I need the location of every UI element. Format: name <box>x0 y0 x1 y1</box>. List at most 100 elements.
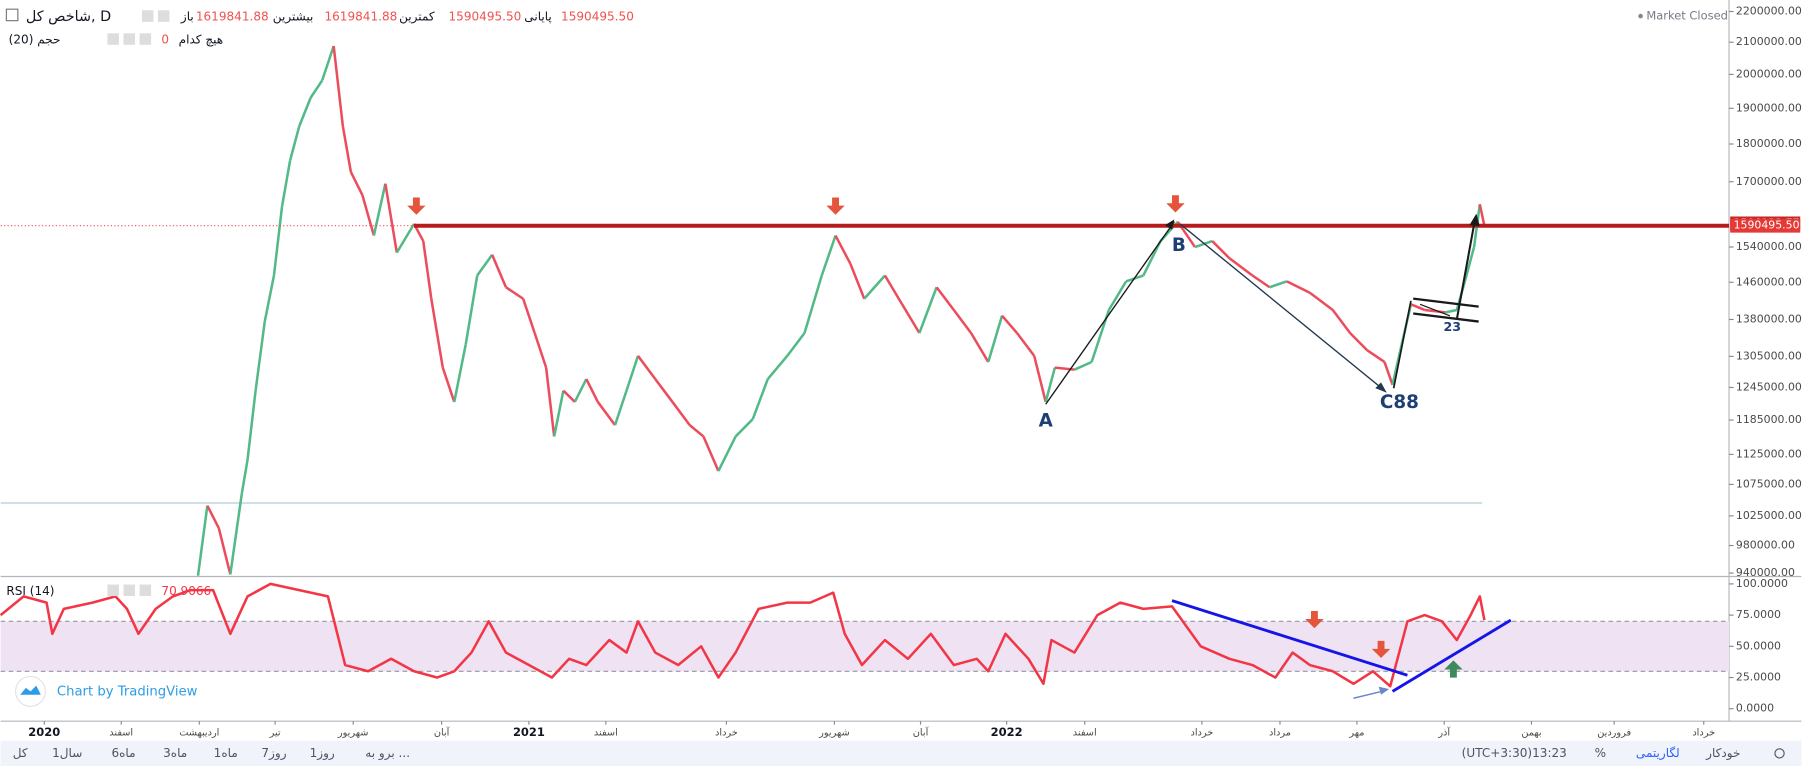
price-segment <box>952 309 973 334</box>
marks-layer: 2200000.00 2100000.00 2000000.00 1900000.00… <box>0 4 1802 739</box>
price-segment <box>702 435 720 472</box>
price-segment <box>1251 274 1271 289</box>
price-segment <box>361 194 376 236</box>
goto-button[interactable]: برو به ... <box>365 746 410 761</box>
price-segment <box>1015 332 1036 357</box>
price-segment <box>246 390 257 460</box>
y-tick-label: 1025000.00 <box>1736 509 1802 522</box>
legend-header: شاخص کل, D باز 1619841.88 بیشترین 161984… <box>5 8 1728 707</box>
range-button[interactable]: 3ماه <box>163 746 187 760</box>
price-segment <box>596 401 617 426</box>
trend-line <box>1045 221 1175 405</box>
ohlc-label: پایانی <box>524 10 551 24</box>
percent-toggle[interactable]: % <box>1595 746 1606 760</box>
price-segment <box>217 527 232 575</box>
price-segment <box>849 263 866 300</box>
icon[interactable] <box>139 33 152 45</box>
x-tick-label: آذر <box>1437 726 1451 739</box>
icon[interactable] <box>123 33 135 45</box>
price-segment <box>834 234 852 265</box>
trend-line <box>1179 223 1385 391</box>
status-dot <box>1638 13 1643 19</box>
price-segment <box>453 344 467 403</box>
price-segment <box>987 315 1004 363</box>
price-segment <box>1445 308 1458 314</box>
price-segment <box>384 183 399 253</box>
price-segment <box>1331 309 1352 334</box>
price-tag <box>1730 218 1801 233</box>
price-segment <box>1478 204 1486 227</box>
log-toggle[interactable]: لگاریتمی <box>1636 746 1680 761</box>
x-tick-label: 2021 <box>513 725 545 739</box>
price-segment <box>573 378 588 403</box>
icon[interactable] <box>107 33 119 45</box>
breakout-arrow <box>1455 218 1477 320</box>
price-segment <box>613 390 628 426</box>
price-segment <box>1194 239 1213 249</box>
y-tick-label: 1075000.00 <box>1736 477 1802 490</box>
timezone[interactable]: (UTC+3:30)13:23 <box>1462 746 1567 760</box>
y-tick-label: 940000.00 <box>1736 566 1795 579</box>
annotation: 23 <box>1443 319 1461 334</box>
range-button[interactable]: کل <box>13 746 28 760</box>
y-tick-label: 1540000.00 <box>1736 240 1802 253</box>
bottom-toolbar <box>0 740 1802 766</box>
price-segment <box>272 206 284 276</box>
ohlc-value: 1590495.50 <box>561 10 634 24</box>
watermark: Chart by TradingView <box>57 684 198 699</box>
x-tick-label: خرداد <box>715 728 738 739</box>
icon[interactable] <box>141 10 154 22</box>
price-segment <box>395 223 416 254</box>
y-tick-label: 1125000.00 <box>1736 447 1802 460</box>
y-tick-label: 1185000.00 <box>1736 413 1802 426</box>
symbol: شاخص کل, D <box>26 9 111 25</box>
price-segment <box>562 389 576 403</box>
icon[interactable] <box>157 10 170 22</box>
rsi-trend-line <box>1171 599 1408 677</box>
market-status: Market Closed <box>1646 9 1728 23</box>
range-button[interactable]: 1سال <box>52 746 82 760</box>
arrow-head <box>1469 213 1480 227</box>
price-segment <box>863 274 886 300</box>
price-segment <box>552 390 565 437</box>
ohlc-value: 1619841.88 <box>324 10 397 24</box>
price-segment <box>901 303 921 334</box>
x-tick-label: خرداد <box>1692 728 1715 739</box>
price-segment <box>1032 355 1047 403</box>
y-tick-label: 100.0000 <box>1736 577 1788 590</box>
range-button[interactable]: 7روز <box>261 746 286 761</box>
flag-line <box>1413 312 1479 323</box>
annotation: C88 <box>1380 392 1419 413</box>
price-segment <box>280 160 292 207</box>
price-segment <box>521 298 536 334</box>
drawings <box>407 195 1512 699</box>
trend-line <box>1392 300 1412 389</box>
price-segment <box>1044 367 1057 403</box>
annotation: A <box>1039 410 1054 431</box>
arrow-head <box>1165 219 1175 230</box>
settings-icon[interactable] <box>1774 748 1785 759</box>
price-segment <box>441 367 456 403</box>
down-marker <box>1305 610 1324 629</box>
icon[interactable] <box>139 584 152 597</box>
ohlc-label: باز <box>180 10 194 25</box>
range-button[interactable]: 1روز <box>310 746 335 761</box>
price-segment <box>1410 303 1426 312</box>
range-button[interactable]: 6ماه <box>111 746 135 760</box>
auto-toggle[interactable]: خودکار <box>1705 746 1740 761</box>
price-segment <box>803 275 823 334</box>
icon[interactable] <box>107 584 119 597</box>
price-segment <box>196 505 209 575</box>
price-segment <box>288 125 301 162</box>
price-segment <box>349 171 364 196</box>
price-segment <box>240 459 249 494</box>
price-segment <box>883 274 904 305</box>
volume-value: 0 <box>161 33 169 47</box>
x-tick-label: 2020 <box>28 725 60 739</box>
price-segment <box>734 418 754 438</box>
range-button[interactable]: 1ماه <box>214 746 238 760</box>
collapse-icon[interactable] <box>5 8 19 22</box>
ohlc-label: بیشترین <box>273 10 314 25</box>
icon[interactable] <box>123 584 135 597</box>
